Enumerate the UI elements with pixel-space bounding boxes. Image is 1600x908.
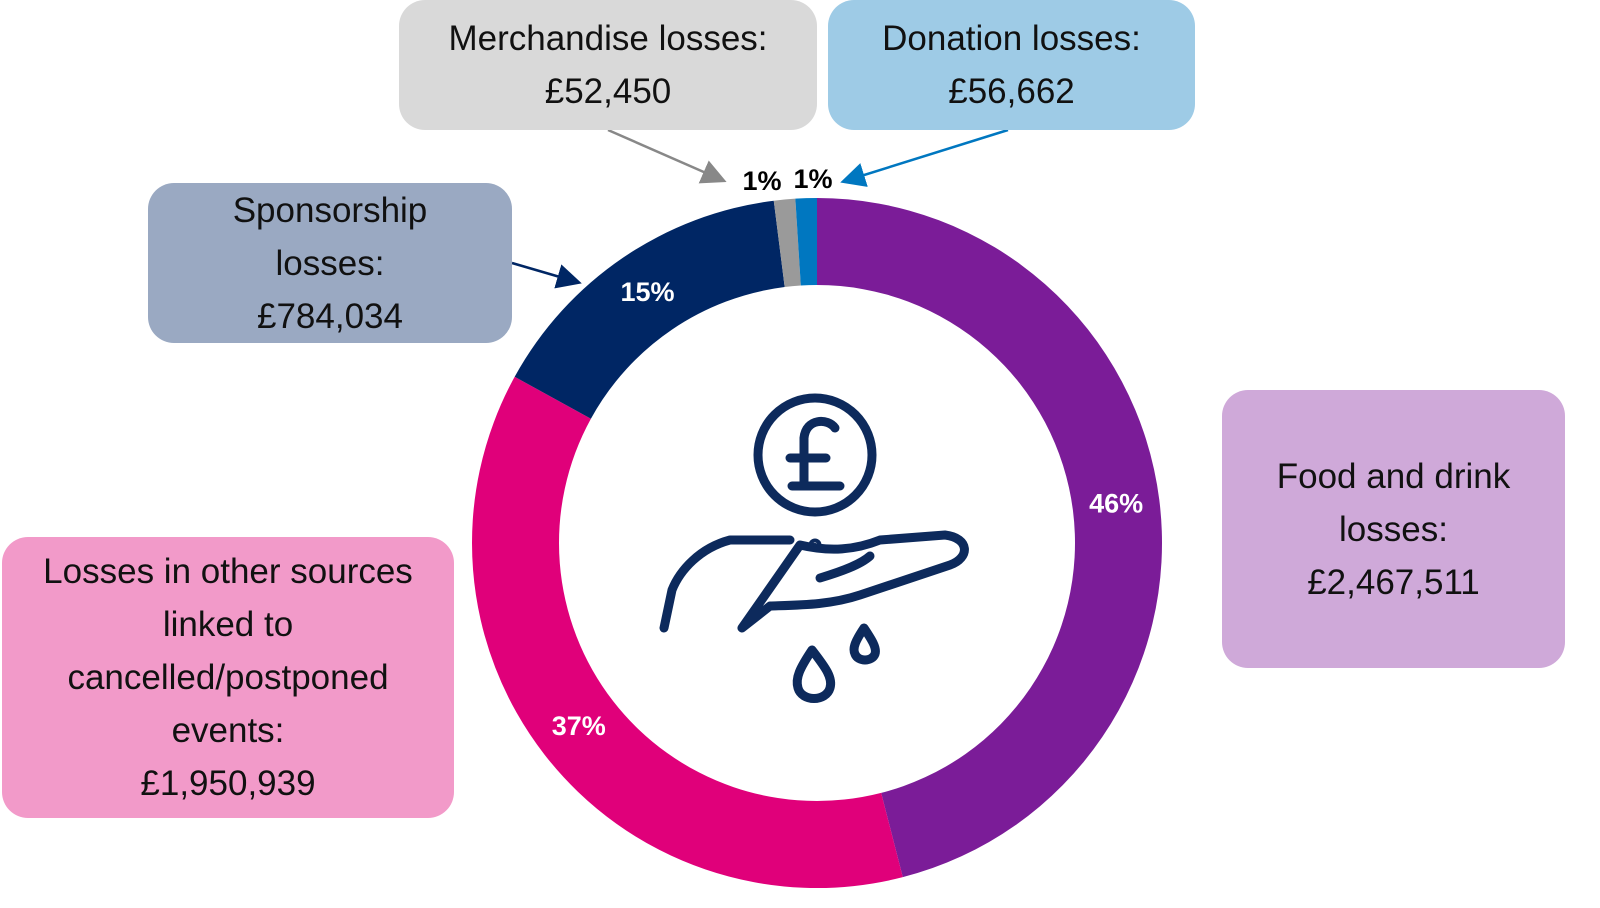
- amount-label: £784,034: [257, 296, 403, 336]
- callout-box: Donation losses: £56,662: [828, 0, 1195, 130]
- percent-label: 15%: [621, 277, 675, 307]
- donut-segment: [817, 198, 1163, 878]
- center-icon: [659, 393, 969, 703]
- percent-label: 1%: [742, 166, 781, 196]
- amount-label: £1,950,939: [140, 764, 316, 803]
- leader-line: [511, 261, 582, 289]
- callout-box: Sponsorship losses: £784,034: [148, 183, 512, 343]
- callout-box: Losses in other sources linked to cancel…: [2, 537, 454, 818]
- donut-segment: [773, 198, 801, 288]
- leader-line: [840, 128, 1009, 187]
- amount-label: £2,467,511: [1307, 562, 1480, 602]
- callout-box: Merchandise losses: £52,450: [399, 0, 817, 130]
- percent-label: 37%: [552, 711, 606, 741]
- donut-segment: [514, 200, 785, 419]
- donut-segment: [795, 198, 817, 286]
- callout-box: Food and drink losses: £2,467,511: [1222, 390, 1565, 668]
- category-label: Merchandise losses:: [448, 19, 768, 58]
- percent-label: 1%: [793, 164, 832, 194]
- category-label: Donation losses:: [882, 19, 1141, 58]
- amount-label: £56,662: [948, 72, 1075, 111]
- percent-label: 46%: [1089, 488, 1143, 518]
- category-label: Losses in other sources linked to cancel…: [43, 552, 413, 750]
- amount-label: £52,450: [544, 72, 672, 111]
- category-label: Sponsorship losses:: [232, 190, 428, 283]
- leader-line: [607, 128, 727, 184]
- category-label: Food and drink losses:: [1276, 456, 1511, 549]
- donut-segment: [471, 376, 903, 888]
